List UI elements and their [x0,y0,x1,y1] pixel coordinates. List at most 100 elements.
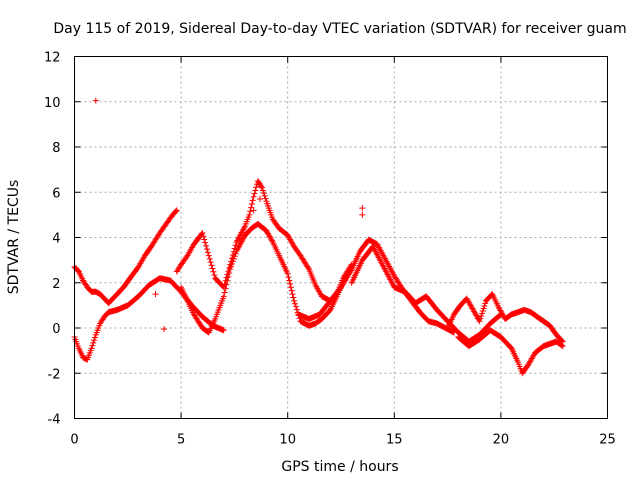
y-tick-label: 8 [52,141,60,156]
data-point [287,284,294,291]
data-point [200,233,207,240]
data-point [203,246,210,253]
data-point [292,303,299,310]
data-point [90,339,97,346]
data-point [210,268,217,275]
data-point [558,342,565,349]
data-point [479,308,486,315]
data-point [209,265,216,272]
x-tick-label: 10 [279,433,296,448]
x-axis-label: GPS time / hours [281,459,398,475]
data-point [232,250,239,257]
data-point [208,262,215,269]
y-tick-label: 0 [52,322,60,337]
data-point [161,326,168,333]
data-point [253,184,260,191]
data-point [261,192,268,199]
y-tick-label: 10 [44,96,61,111]
data-point [88,345,95,352]
data-point [226,270,233,277]
data-point [91,337,98,344]
y-tick-label: -4 [48,413,61,428]
data-point [256,196,263,203]
data-point [293,306,300,313]
y-tick-label: -2 [48,367,61,382]
data-point [481,302,488,309]
data-point [476,318,483,325]
data-point [91,334,98,341]
data-point [206,255,213,262]
data-point [220,293,227,300]
data-point [480,305,487,312]
data-point [250,207,257,214]
data-point [225,273,232,280]
data-point [224,277,231,284]
data-point [201,236,208,243]
data-point [288,287,295,294]
data-point [222,285,229,292]
data-point [247,208,254,215]
data-point [478,310,485,317]
data-point [259,184,266,191]
data-point [250,193,257,200]
data-point [205,252,212,259]
data-point [230,255,237,262]
data-point [223,281,230,288]
data-point [202,239,209,246]
data-point [268,237,275,244]
data-point [228,263,235,270]
data-point [172,208,179,215]
data-point [173,207,180,214]
chart-title: Day 115 of 2019, Sidereal Day-to-day VTE… [53,21,626,37]
data-point [252,187,259,194]
data-point [262,195,269,202]
data-point [559,343,566,350]
data-point [477,315,484,322]
y-tick-label: 6 [52,186,60,201]
axis-ticks: 0 5 10 15 20 25 -4 -2 0 2 4 6 8 10 12 [44,51,616,448]
data-point [258,183,265,190]
data-point [287,280,294,287]
data-point [305,264,312,271]
data-point [249,197,256,204]
data-point [92,97,99,104]
data-point [227,266,234,273]
data-point [290,294,297,301]
x-tick-label: 20 [493,433,510,448]
data-point [246,211,253,218]
data-point [232,242,239,249]
data-point [285,274,292,281]
data-point [229,258,236,265]
data-point [260,190,267,197]
x-tick-label: 0 [70,433,78,448]
data-point [292,300,299,307]
data-point [203,242,210,249]
data-point [89,342,96,349]
data-point [152,291,159,298]
data-point [228,261,235,268]
data-point [251,190,258,197]
data-point [199,229,206,236]
data-point [248,201,255,208]
y-tick-label: 12 [44,51,61,66]
x-tick-label: 5 [177,433,185,448]
data-point [259,187,266,194]
data-points [71,97,566,377]
data-point [478,313,485,320]
data-point [347,267,354,274]
data-point [207,259,214,266]
data-point [220,327,227,334]
data-point [248,204,255,211]
y-tick-label: 2 [52,277,60,292]
data-point [286,277,293,284]
y-axis-label: SDTVAR / TECUs [6,180,22,295]
data-point [211,271,218,278]
data-point [359,205,366,212]
data-point [221,289,228,296]
data-point [291,297,298,304]
x-tick-label: 15 [386,433,403,448]
data-point [359,211,366,218]
data-point [204,249,211,256]
data-point [482,300,489,307]
